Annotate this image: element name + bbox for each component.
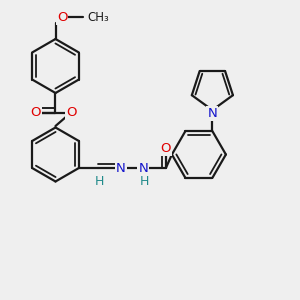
Text: O: O (57, 11, 68, 24)
Text: O: O (66, 106, 76, 119)
Text: O: O (160, 142, 171, 155)
Text: N: N (208, 106, 217, 120)
Text: N: N (116, 161, 126, 175)
Text: H: H (94, 175, 104, 188)
Text: CH₃: CH₃ (88, 11, 110, 24)
Text: O: O (31, 106, 41, 119)
Text: H: H (139, 175, 149, 188)
Text: N: N (139, 161, 148, 175)
